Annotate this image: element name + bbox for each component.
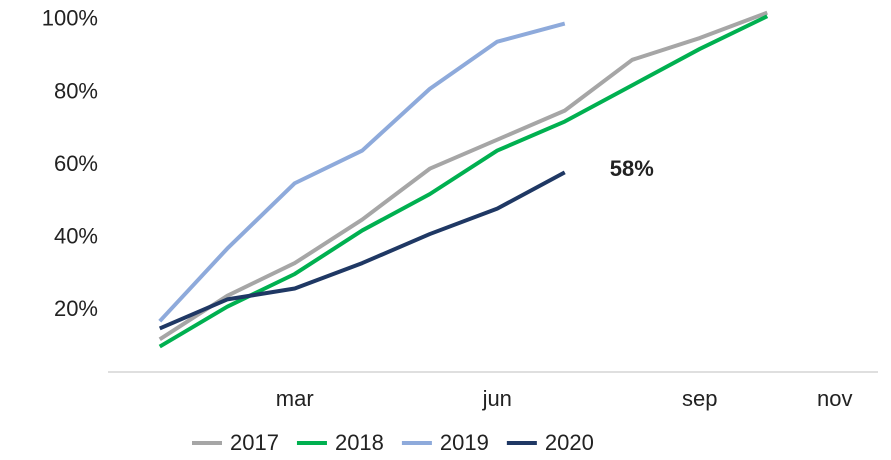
data-label: 58% <box>610 156 654 181</box>
legend-label: 2017 <box>230 430 279 455</box>
x-tick-label: sep <box>682 386 717 411</box>
y-tick-label: 60% <box>54 151 98 176</box>
series-line <box>158 170 566 331</box>
x-tick-label: nov <box>817 386 852 411</box>
y-tick-label: 80% <box>54 78 98 103</box>
series-line <box>158 21 566 323</box>
series-line <box>158 10 768 342</box>
y-tick-label: 100% <box>42 6 98 31</box>
y-tick-label: 40% <box>54 224 98 249</box>
series-line <box>158 14 769 349</box>
x-tick-label: jun <box>482 386 512 411</box>
y-tick-label: 20% <box>54 296 98 321</box>
legend-label: 2020 <box>545 430 594 455</box>
x-tick-label: mar <box>276 386 314 411</box>
legend-label: 2018 <box>335 430 384 455</box>
legend-label: 2019 <box>440 430 489 455</box>
